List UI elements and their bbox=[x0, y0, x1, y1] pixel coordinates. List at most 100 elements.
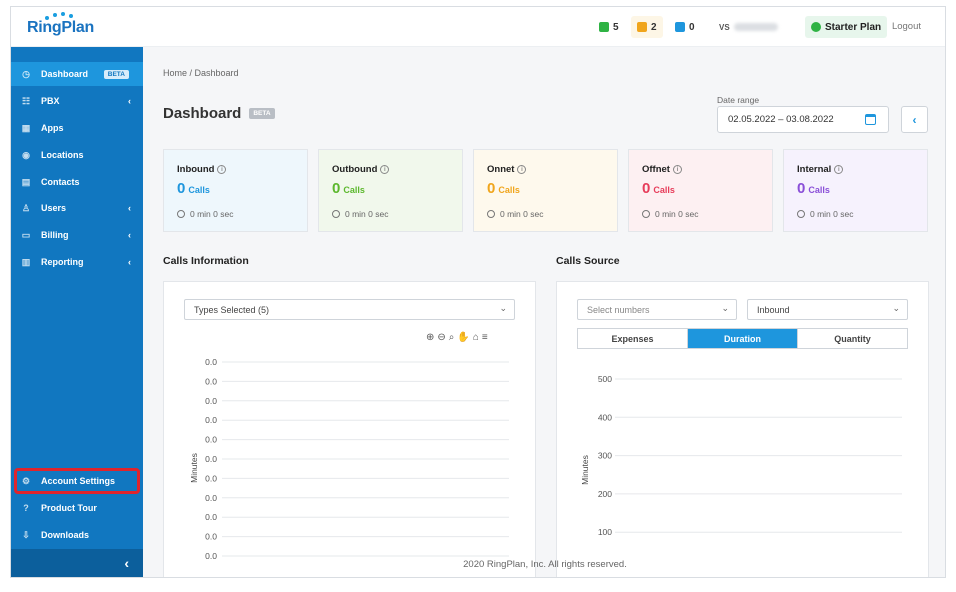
y-tick-label: 400 bbox=[598, 412, 612, 422]
y-tick-label: 100 bbox=[598, 527, 612, 537]
magnifier-icon[interactable]: ⌕ bbox=[448, 332, 455, 343]
apps-icon: ▦ bbox=[21, 122, 31, 133]
sidebar-item-reporting[interactable]: ▥ Reporting ‹ bbox=[21, 256, 131, 268]
page-title: Dashboard BETA bbox=[163, 105, 275, 122]
user-name-redacted bbox=[733, 23, 778, 31]
calls-source-chart: Minutes 500 400 300 200 100 bbox=[580, 374, 902, 537]
y-tick-label: 0.0 bbox=[205, 435, 217, 445]
sidebar-item-apps[interactable]: ▦ Apps bbox=[21, 122, 64, 134]
download-icon: ⇩ bbox=[22, 529, 30, 540]
beta-badge: BETA bbox=[103, 69, 129, 79]
pbx-icon: ☷ bbox=[21, 95, 31, 106]
sidebar-item-account-settings[interactable]: ⚙ Account Settings bbox=[21, 475, 116, 487]
tab-quantity[interactable]: Quantity bbox=[834, 333, 871, 344]
pan-hand-icon[interactable]: ✋ bbox=[457, 332, 470, 343]
sidebar-item-contacts[interactable]: ▤ Contacts bbox=[21, 176, 80, 188]
info-icon[interactable]: i bbox=[217, 165, 227, 174]
tab-duration[interactable]: Duration bbox=[688, 329, 798, 348]
y-tick-label: 0.0 bbox=[205, 415, 217, 425]
y-tick-label: 0.0 bbox=[205, 376, 217, 386]
home-icon[interactable]: ⌂ bbox=[472, 332, 479, 343]
types-select[interactable]: Types Selected (5) ⌄ bbox=[184, 299, 515, 320]
info-icon[interactable]: i bbox=[834, 165, 844, 174]
phone-icon bbox=[599, 22, 609, 32]
stat-card-offnet: Offnet i 0 Calls 0 min 0 sec bbox=[628, 149, 773, 232]
calls-counter[interactable]: 5 bbox=[593, 16, 625, 38]
y-tick-label: 200 bbox=[598, 489, 612, 499]
billing-icon: ▭ bbox=[21, 229, 31, 240]
messages-counter[interactable]: 2 bbox=[631, 16, 663, 38]
prev-period-button[interactable]: ‹ bbox=[901, 106, 928, 133]
stat-card-outbound: Outbound i 0 Calls 0 min 0 sec bbox=[318, 149, 463, 232]
zoom-in-icon[interactable]: ⊕ bbox=[426, 332, 435, 343]
y-tick-label: 500 bbox=[598, 374, 612, 384]
mail-icon bbox=[637, 22, 647, 32]
fax-icon bbox=[675, 22, 685, 32]
chart-toolbar: ⊕ ⊖ ⌕ ✋ ⌂ ≡ bbox=[426, 332, 488, 343]
plan-icon bbox=[811, 22, 821, 32]
date-range-input[interactable]: 02.05.2022 – 03.08.2022 bbox=[717, 106, 889, 133]
logo-dots bbox=[43, 12, 83, 22]
y-tick-label: 0.0 bbox=[205, 493, 217, 503]
fax-counter[interactable]: 0 bbox=[669, 16, 701, 38]
main-content: Home / Dashboard Dashboard BETA Date ran… bbox=[143, 47, 945, 577]
stat-card-internal: Internal i 0 Calls 0 min 0 sec bbox=[783, 149, 928, 232]
sidebar-item-users[interactable]: ♙ Users ‹ bbox=[21, 202, 131, 214]
help-icon: ? bbox=[23, 503, 29, 513]
dashboard-icon: ◷ bbox=[22, 68, 30, 79]
direction-dropdown[interactable]: Inbound ⌄ bbox=[747, 299, 908, 320]
sidebar-collapse-button[interactable]: ‹ bbox=[11, 549, 143, 577]
select-numbers-dropdown[interactable]: Select numbers ⌄ bbox=[577, 299, 737, 320]
calls-information-title: Calls Information bbox=[163, 255, 249, 267]
clock-icon bbox=[642, 210, 650, 218]
reporting-icon: ▥ bbox=[21, 256, 31, 267]
sidebar-item-dashboard[interactable]: ◷ Dashboard BETA bbox=[11, 62, 143, 86]
user-menu[interactable]: VS bbox=[713, 16, 784, 38]
contacts-icon: ▤ bbox=[21, 176, 31, 187]
clock-icon bbox=[487, 210, 495, 218]
calls-source-panel: Select numbers ⌄ Inbound ⌄ Expenses Dura… bbox=[556, 281, 929, 577]
clock-icon bbox=[177, 210, 185, 218]
zoom-out-icon[interactable]: ⊖ bbox=[437, 332, 446, 343]
chevron-left-icon: ‹ bbox=[124, 555, 129, 571]
chevron-down-icon: ⌄ bbox=[721, 303, 729, 313]
y-tick-label: 0.0 bbox=[205, 532, 217, 542]
footer-copyright: 2020 RingPlan, Inc. All rights reserved. bbox=[463, 559, 627, 570]
y-tick-label: 0.0 bbox=[205, 396, 217, 406]
date-range-label: Date range bbox=[717, 95, 760, 105]
info-icon[interactable]: i bbox=[672, 165, 682, 174]
top-header: RingPlan 5 2 0 VS Starter Plan Logout bbox=[11, 7, 945, 47]
chevron-left-icon: ‹ bbox=[128, 203, 131, 213]
sidebar-item-billing[interactable]: ▭ Billing ‹ bbox=[21, 229, 131, 241]
calls-information-chart: Minutes 0.0 0.0 0.0 0.0 0.0 0.0 0.0 0.0 0.0 0.0 0.… bbox=[189, 357, 509, 561]
sidebar: ◷ Dashboard BETA ☷ PBX ‹ ▦ Apps ◉ Locati… bbox=[11, 47, 143, 577]
y-tick-label: 0.0 bbox=[205, 357, 217, 367]
breadcrumb: Home / Dashboard bbox=[163, 68, 239, 78]
metric-tabs: Expenses Duration Quantity bbox=[577, 328, 908, 349]
sidebar-item-pbx[interactable]: ☷ PBX ‹ bbox=[21, 95, 131, 107]
y-axis-label: Minutes bbox=[580, 455, 590, 485]
logout-link[interactable]: Logout bbox=[891, 21, 921, 32]
plan-badge[interactable]: Starter Plan bbox=[805, 16, 888, 38]
calendar-icon[interactable] bbox=[865, 114, 876, 125]
menu-icon[interactable]: ≡ bbox=[481, 332, 488, 343]
chevron-left-icon: ‹ bbox=[128, 230, 131, 240]
gear-icon: ⚙ bbox=[21, 475, 31, 486]
y-tick-label: 0.0 bbox=[205, 454, 217, 464]
tab-expenses[interactable]: Expenses bbox=[578, 329, 688, 348]
ringplan-logo[interactable]: RingPlan bbox=[27, 19, 94, 36]
chevron-left-icon: ‹ bbox=[128, 96, 131, 106]
chevron-down-icon: ⌄ bbox=[499, 303, 507, 313]
info-icon[interactable]: i bbox=[517, 165, 527, 174]
highlight-outline bbox=[14, 468, 140, 494]
chevron-down-icon: ⌄ bbox=[892, 303, 900, 313]
sidebar-item-downloads[interactable]: ⇩ Downloads bbox=[22, 529, 90, 541]
sidebar-item-product-tour[interactable]: ? Product Tour bbox=[11, 496, 143, 520]
chevron-left-icon: ‹ bbox=[128, 257, 131, 267]
info-icon[interactable]: i bbox=[380, 165, 390, 174]
sidebar-item-locations[interactable]: ◉ Locations bbox=[22, 149, 84, 161]
stat-card-onnet: Onnet i 0 Calls 0 min 0 sec bbox=[473, 149, 618, 232]
location-icon: ◉ bbox=[22, 149, 30, 160]
stat-card-inbound: Inbound i 0 Calls 0 min 0 sec bbox=[163, 149, 308, 232]
y-tick-label: 0.0 bbox=[205, 512, 217, 522]
